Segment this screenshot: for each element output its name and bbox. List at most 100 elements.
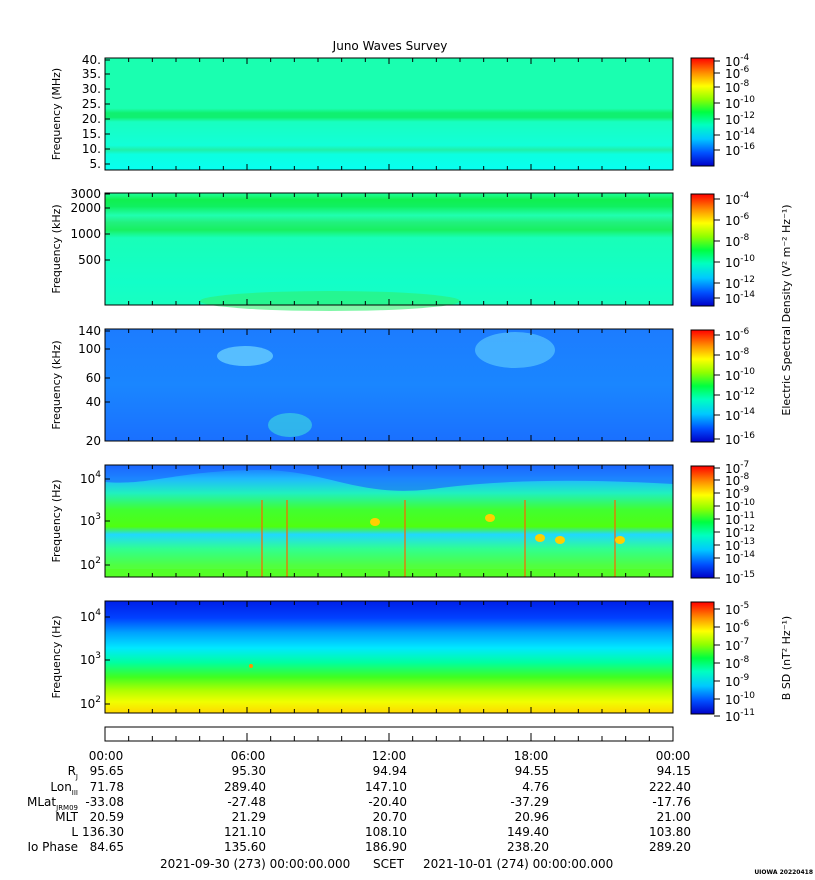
y-tick-label: 104 bbox=[80, 608, 101, 624]
ephemeris-value: -27.48 bbox=[227, 795, 266, 809]
y-axis-label: Frequency (MHz) bbox=[50, 68, 63, 160]
colorbar-tick-label: 10-10 bbox=[725, 691, 755, 707]
colorbar-tick-label: 10-4 bbox=[725, 191, 750, 207]
y-axis-label: Frequency (kHz) bbox=[50, 204, 63, 293]
time-label: 06:00 bbox=[231, 749, 266, 763]
y-tick-label: 102 bbox=[80, 556, 101, 572]
y-tick-label: 103 bbox=[80, 512, 101, 528]
colorbar-tick-label: 10-16 bbox=[725, 142, 755, 158]
ephemeris-value: -33.08 bbox=[85, 795, 124, 809]
y-tick-label: 10. bbox=[82, 142, 101, 156]
spectrogram-panel-3: 140 100 60 40 20 Frequency (kHz) 10-6 10-8 10-10… bbox=[50, 324, 755, 448]
ephemeris-value: 20.96 bbox=[515, 810, 549, 824]
spectrogram-panel-1: 40.35.30.25.20.15.10.5. Frequency (MHz) 10… bbox=[50, 53, 755, 171]
ephemeris-value: 21.00 bbox=[657, 810, 691, 824]
y-tick-label: 1000 bbox=[70, 227, 101, 241]
footer-end-time: 2021-10-01 (274) 00:00:00.000 bbox=[423, 857, 613, 871]
ephemeris-value: 147.10 bbox=[365, 780, 407, 794]
burst-mark bbox=[615, 536, 625, 544]
colorbar-tick-label: 10-6 bbox=[725, 619, 750, 635]
time-label: 00:00 bbox=[656, 749, 691, 763]
ephemeris-value: 238.20 bbox=[507, 840, 549, 854]
y-tick-label: 60 bbox=[86, 371, 101, 385]
colorbar-tick-label: 10-5 bbox=[725, 601, 749, 617]
colorbar-5 bbox=[690, 601, 715, 715]
ephemeris-row-label: MLT bbox=[55, 810, 78, 824]
y-tick-label: 25. bbox=[82, 97, 101, 111]
colorbar-tick-label: 10-8 bbox=[725, 347, 750, 363]
colorbar-tick-label: 10-7 bbox=[725, 637, 749, 653]
ephemeris-value: 21.29 bbox=[232, 810, 266, 824]
ephemeris-value: 103.80 bbox=[649, 825, 691, 839]
spectrogram-2-image bbox=[105, 193, 673, 305]
colorbar-tick-label: 10-8 bbox=[725, 79, 750, 95]
emission-patch bbox=[217, 346, 273, 366]
ephemeris-value: 136.30 bbox=[82, 825, 124, 839]
emission-arc bbox=[200, 291, 460, 311]
y-tick-label: 35. bbox=[82, 67, 101, 81]
spectrogram-1-image bbox=[105, 58, 673, 170]
colorbar-tick-label: 10-9 bbox=[725, 673, 750, 689]
colorbar-tick-label: 10-14 bbox=[725, 290, 755, 306]
ephemeris-row-label: Io Phase bbox=[27, 840, 78, 854]
ephemeris-value: 149.40 bbox=[507, 825, 549, 839]
ephemeris-row-label: LonIII bbox=[50, 780, 78, 797]
spectrogram-5-image bbox=[105, 601, 673, 713]
colorbar-2 bbox=[690, 193, 715, 307]
y-tick-label: 140 bbox=[78, 324, 101, 338]
ephemeris-value: -17.76 bbox=[652, 795, 691, 809]
ephemeris-value: 222.40 bbox=[649, 780, 691, 794]
y-tick-label: 40. bbox=[82, 53, 101, 67]
chart-title: Juno Waves Survey bbox=[332, 39, 448, 53]
time-axis-strip bbox=[104, 726, 674, 742]
footer-scet-label: SCET bbox=[373, 857, 405, 871]
spectrogram-3-image bbox=[105, 329, 673, 441]
ephemeris-table: 00:00 06:00 12:00 18:00 00:00 RJ 95.65 95.30 94.… bbox=[27, 749, 691, 854]
ephemeris-value: -20.40 bbox=[368, 795, 407, 809]
ephemeris-value: 289.20 bbox=[649, 840, 691, 854]
y-axis-label: Frequency (Hz) bbox=[50, 480, 63, 563]
ephemeris-value: 4.76 bbox=[522, 780, 549, 794]
colorbar-tick-label: 10-15 bbox=[725, 570, 755, 586]
colorbar-label-electric: Electric Spectral Density (V² m⁻² Hz⁻¹) bbox=[780, 204, 793, 415]
colorbar-tick-label: 10-16 bbox=[725, 431, 755, 447]
y-tick-label: 100 bbox=[78, 342, 101, 356]
colorbar-tick-label: 10-8 bbox=[725, 233, 750, 249]
ephemeris-value: 84.65 bbox=[90, 840, 124, 854]
footer-start-time: 2021-09-30 (273) 00:00:00.000 bbox=[160, 857, 350, 871]
colorbar-tick-label: 10-12 bbox=[725, 275, 755, 291]
ephemeris-value: 20.70 bbox=[373, 810, 407, 824]
colorbar-tick-label: 10-10 bbox=[725, 95, 755, 111]
y-tick-label: 20. bbox=[82, 112, 101, 126]
burst-mark bbox=[555, 536, 565, 544]
colorbar-tick-label: 10-6 bbox=[725, 212, 750, 228]
colorbar-tick-label: 10-6 bbox=[725, 327, 750, 343]
ephemeris-value: 186.90 bbox=[365, 840, 407, 854]
colorbar-tick-label: 10-14 bbox=[725, 407, 755, 423]
y-tick-label: 104 bbox=[80, 470, 101, 486]
colorbar-tick-label: 10-12 bbox=[725, 387, 755, 403]
ephemeris-value: 108.10 bbox=[365, 825, 407, 839]
y-tick-label: 103 bbox=[80, 651, 101, 667]
ephemeris-value: 94.15 bbox=[657, 764, 691, 778]
y-tick-label: 5. bbox=[90, 157, 101, 171]
y-tick-label: 3000 bbox=[70, 187, 101, 201]
ephemeris-value: -37.29 bbox=[510, 795, 549, 809]
colorbar-4 bbox=[690, 465, 715, 579]
time-label: 12:00 bbox=[372, 749, 407, 763]
colorbar-tick-label: 10-12 bbox=[725, 111, 755, 127]
burst-mark bbox=[370, 518, 380, 526]
y-tick-label: 2000 bbox=[70, 201, 101, 215]
ephemeris-value: 135.60 bbox=[224, 840, 266, 854]
ephemeris-value: 20.59 bbox=[90, 810, 124, 824]
emission-patch bbox=[475, 332, 555, 368]
burst-mark bbox=[249, 664, 253, 668]
colorbar-label-magnetic: B SD (nT² Hz⁻¹) bbox=[780, 616, 793, 700]
upper-band bbox=[105, 466, 673, 491]
uiowa-stamp: UIOWA 20220418 bbox=[754, 869, 813, 876]
colorbar-tick-label: 10-11 bbox=[725, 708, 755, 724]
burst-mark bbox=[535, 534, 545, 542]
ephemeris-value: 71.78 bbox=[90, 780, 124, 794]
